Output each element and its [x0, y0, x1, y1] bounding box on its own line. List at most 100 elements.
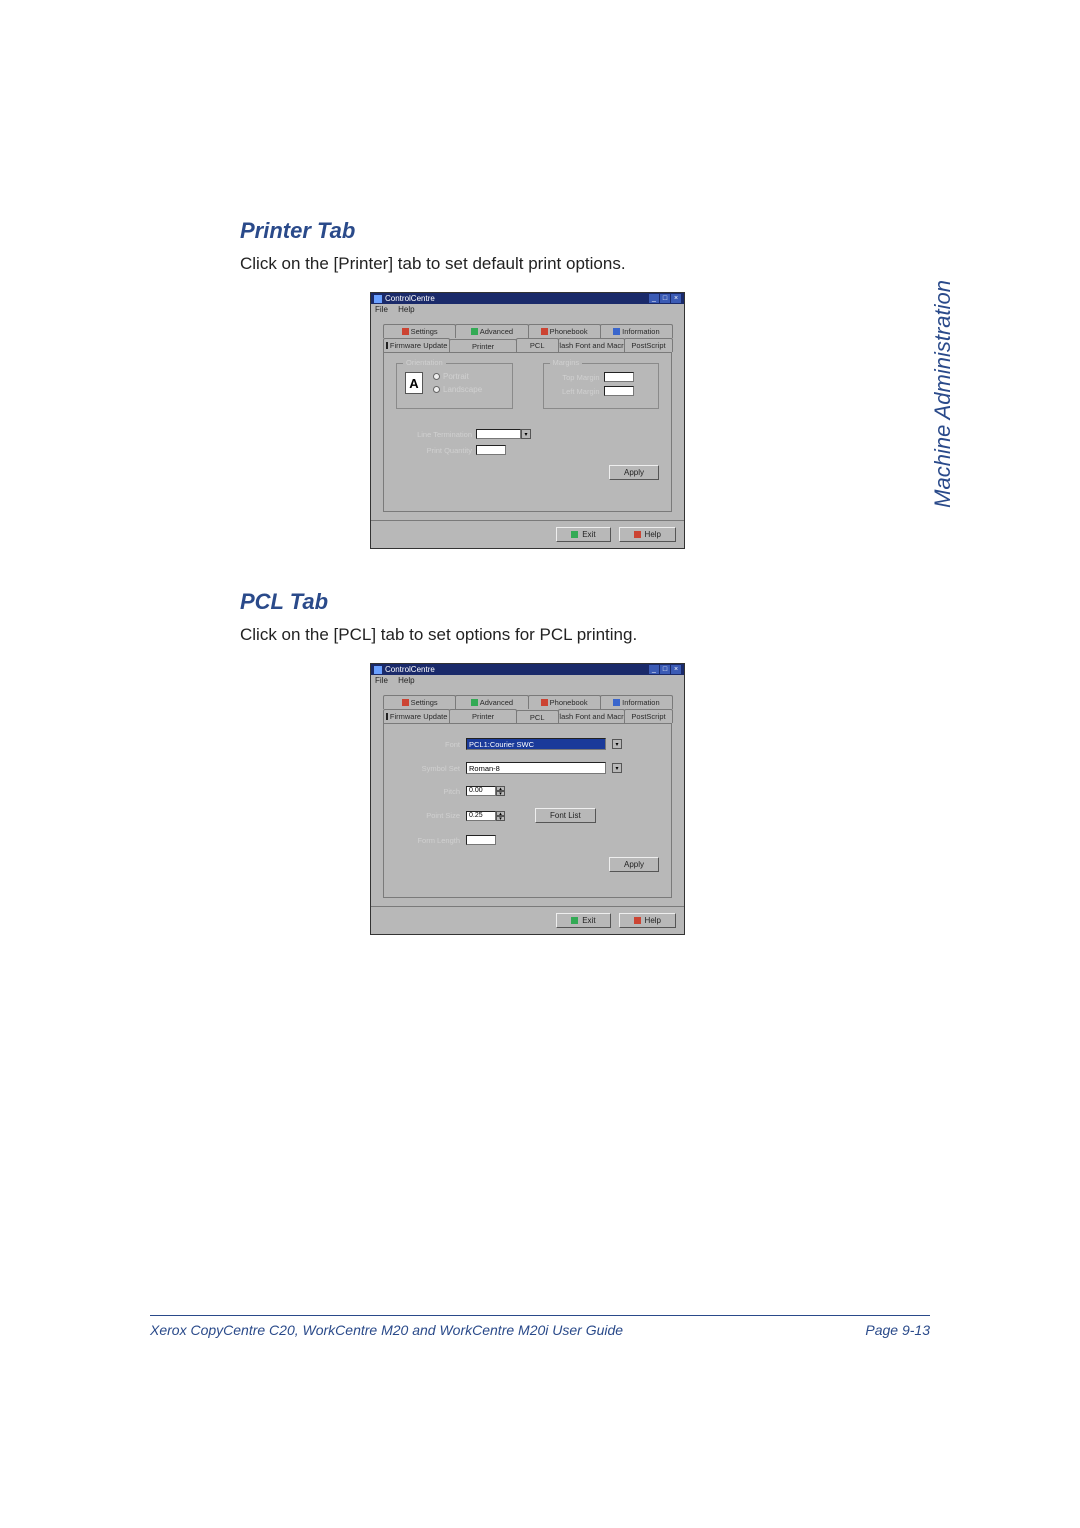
line-termination-select[interactable]: ▾ — [476, 429, 531, 439]
menubar-2: File Help — [371, 675, 684, 686]
pcl-panel: Font PCL1:Courier SWC ▾ Symbol Set Roman… — [383, 723, 672, 898]
tabs-row-top-2: Settings Advanced Phonebook Information — [383, 695, 672, 709]
side-section-label: Machine Administration — [930, 280, 956, 508]
dialog-title: ControlCentre — [385, 294, 435, 303]
tab-phonebook-2[interactable]: Phonebook — [528, 695, 601, 709]
tab-flash-font-2[interactable]: Flash Font and Macro — [558, 709, 625, 723]
help-icon — [634, 917, 641, 924]
tab-pcl[interactable]: PCL — [516, 338, 559, 352]
exit-button[interactable]: Exit — [556, 527, 610, 542]
spin-down-icon[interactable]: ▾ — [496, 791, 505, 796]
menu-help-2[interactable]: Help — [398, 676, 414, 685]
apply-button-2[interactable]: Apply — [609, 857, 659, 872]
font-label: Font — [400, 740, 460, 749]
tab-settings-2[interactable]: Settings — [383, 695, 456, 709]
printer-section-desc: Click on the [Printer] tab to set defaul… — [240, 254, 880, 274]
tabs-row-bottom: Firmware Update Printer PCL Flash Font a… — [383, 338, 672, 352]
tab-advanced-2[interactable]: Advanced — [455, 695, 528, 709]
menu-file-2[interactable]: File — [375, 676, 388, 685]
phonebook-icon — [541, 699, 548, 706]
tab-printer[interactable]: Printer — [449, 339, 516, 353]
close-button-2[interactable]: × — [671, 665, 681, 674]
orientation-group: A Portrait Landscape — [396, 363, 513, 409]
window-buttons: _ □ × — [648, 294, 681, 303]
spin-down-icon[interactable]: ▾ — [496, 816, 505, 821]
content-area: Printer Tab Click on the [Printer] tab t… — [240, 218, 880, 975]
pcl-dialog-screenshot: ControlCentre _ □ × File Help Settings A… — [370, 663, 685, 935]
printer-panel: A Portrait Landscape Top Margin — [383, 352, 672, 512]
print-quantity-input[interactable] — [476, 445, 506, 455]
tab-advanced[interactable]: Advanced — [455, 324, 528, 338]
pointsize-spinner[interactable]: 0.25 ▴▾ — [466, 811, 505, 821]
information-icon — [613, 699, 620, 706]
menubar: File Help — [371, 304, 684, 315]
advanced-icon — [471, 699, 478, 706]
exit-button-2[interactable]: Exit — [556, 913, 610, 928]
dialog-title-2: ControlCentre — [385, 665, 435, 674]
symbolset-label: Symbol Set — [400, 764, 460, 773]
tab-postscript[interactable]: PostScript — [624, 338, 673, 352]
exit-icon — [571, 531, 578, 538]
minimize-button[interactable]: _ — [649, 294, 659, 303]
app-icon — [374, 295, 382, 303]
tab-information-2[interactable]: Information — [600, 695, 673, 709]
tab-firmware-update[interactable]: Firmware Update — [383, 338, 450, 352]
printer-section-title: Printer Tab — [240, 218, 880, 244]
top-margin-label: Top Margin — [552, 373, 600, 382]
top-margin-input[interactable] — [604, 372, 634, 382]
margins-group: Top Margin Left Margin — [543, 363, 660, 409]
dialog-titlebar: ControlCentre _ □ × — [371, 293, 684, 304]
formlength-label: Form Length — [400, 836, 460, 845]
tab-flash-font[interactable]: Flash Font and Macro — [558, 338, 625, 352]
help-button-2[interactable]: Help — [619, 913, 676, 928]
window-buttons-2: _ □ × — [648, 665, 681, 674]
tab-pcl-2[interactable]: PCL — [516, 710, 559, 724]
page: Machine Administration Printer Tab Click… — [0, 0, 1080, 1528]
radio-landscape[interactable]: Landscape — [433, 385, 482, 394]
tab-firmware-update-2[interactable]: Firmware Update — [383, 709, 450, 723]
tabs-row-top: Settings Advanced Phonebook Information — [383, 324, 672, 338]
tab-area: Settings Advanced Phonebook Information … — [371, 315, 684, 520]
settings-icon — [402, 328, 409, 335]
information-icon — [613, 328, 620, 335]
chevron-down-icon: ▾ — [612, 763, 622, 773]
tab-phonebook[interactable]: Phonebook — [528, 324, 601, 338]
symbolset-select[interactable]: Roman-8 — [466, 762, 606, 774]
dialog-footer-bar: Exit Help — [371, 520, 684, 548]
formlength-input[interactable] — [466, 835, 496, 845]
orientation-preview-icon: A — [405, 372, 423, 394]
phonebook-icon — [541, 328, 548, 335]
help-icon — [634, 531, 641, 538]
printer-dialog-screenshot: ControlCentre _ □ × File Help Settings A… — [370, 292, 685, 549]
radio-portrait[interactable]: Portrait — [433, 372, 482, 381]
maximize-button[interactable]: □ — [660, 294, 670, 303]
tab-printer-2[interactable]: Printer — [449, 709, 516, 723]
menu-help[interactable]: Help — [398, 305, 414, 314]
pointsize-label: Point Size — [400, 811, 460, 820]
footer-rule — [150, 1315, 930, 1316]
settings-icon — [402, 699, 409, 706]
close-button[interactable]: × — [671, 294, 681, 303]
help-button[interactable]: Help — [619, 527, 676, 542]
print-quantity-label: Print Quantity — [396, 446, 472, 455]
pcl-section-title: PCL Tab — [240, 589, 880, 615]
tab-settings[interactable]: Settings — [383, 324, 456, 338]
left-margin-input[interactable] — [604, 386, 634, 396]
dialog-footer-bar-2: Exit Help — [371, 906, 684, 934]
tab-postscript-2[interactable]: PostScript — [624, 709, 673, 723]
maximize-button-2[interactable]: □ — [660, 665, 670, 674]
pcl-section-desc: Click on the [PCL] tab to set options fo… — [240, 625, 880, 645]
firmware-icon — [386, 342, 388, 349]
minimize-button-2[interactable]: _ — [649, 665, 659, 674]
left-margin-label: Left Margin — [552, 387, 600, 396]
tab-area-2: Settings Advanced Phonebook Information … — [371, 686, 684, 906]
footer-right: Page 9-13 — [865, 1322, 930, 1338]
font-select[interactable]: PCL1:Courier SWC — [466, 738, 606, 750]
firmware-icon — [386, 713, 388, 720]
advanced-icon — [471, 328, 478, 335]
fontlist-button[interactable]: Font List — [535, 808, 596, 823]
tab-information[interactable]: Information — [600, 324, 673, 338]
menu-file[interactable]: File — [375, 305, 388, 314]
pitch-spinner[interactable]: 0.00 ▴▾ — [466, 786, 505, 796]
apply-button[interactable]: Apply — [609, 465, 659, 480]
